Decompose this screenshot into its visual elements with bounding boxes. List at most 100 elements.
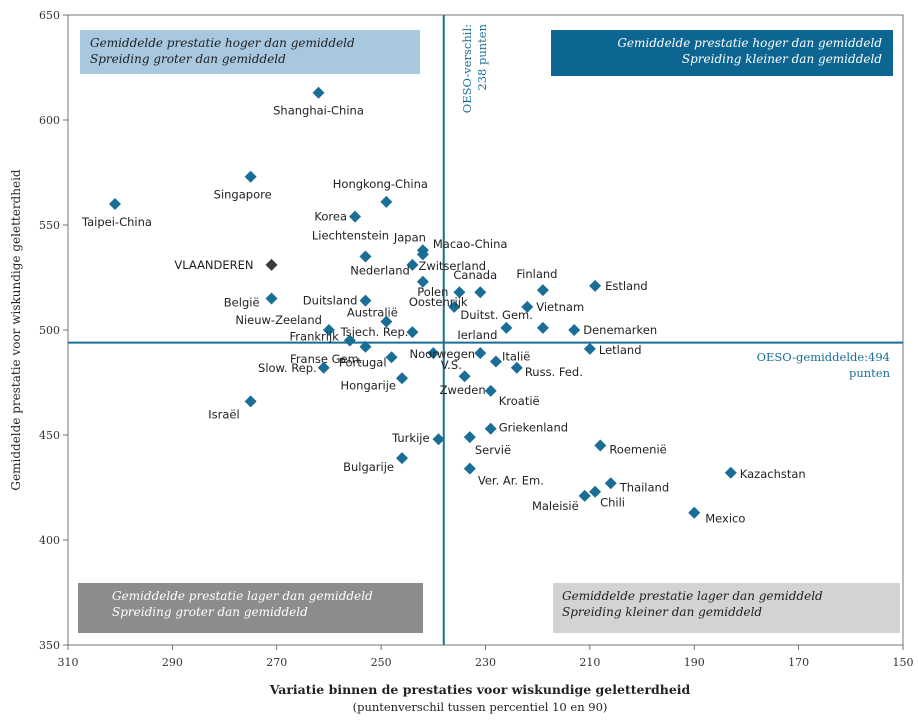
point-marker: [359, 294, 372, 307]
x-tick-label: 230: [475, 656, 496, 669]
point-label: Estland: [605, 279, 648, 293]
axes-ticks-layer: 310 290 270 250 230 210 190 170 150 350 400 450 500 5…: [39, 9, 914, 669]
point-marker: [604, 477, 617, 490]
x-axis-title: Variatie binnen de prestaties voor wisku…: [269, 682, 691, 697]
y-axis-title: Gemiddelde prestatie voor wiskundige gel…: [9, 169, 23, 490]
quadrant-text-bottom-left: Gemiddelde prestatie lager dan gemiddeld: [112, 589, 373, 603]
point-marker: [536, 284, 549, 297]
point-marker: [578, 489, 591, 502]
x-tick-label: 190: [684, 656, 705, 669]
point-label: Nieuw-Zeeland: [235, 313, 322, 327]
point-marker: [448, 300, 461, 313]
point-label: Servië: [475, 443, 511, 457]
point-marker: [536, 321, 549, 334]
y-tick-label: 600: [39, 114, 60, 127]
point-label: Finland: [516, 267, 557, 281]
point-marker: [265, 292, 278, 305]
point-label: Franse Gem.: [290, 352, 362, 366]
point-marker: [489, 355, 502, 368]
oeso-average-label: punten: [849, 366, 891, 380]
x-tick-label: 210: [579, 656, 600, 669]
x-tick-label: 290: [162, 656, 183, 669]
point-marker: [594, 439, 607, 452]
point-label: Singapore: [214, 188, 272, 202]
point-marker: [416, 275, 429, 288]
point-label: Griekenland: [499, 421, 568, 435]
point-label: Italië: [502, 350, 530, 364]
point-label: Liechtenstein: [312, 229, 389, 243]
point-label: Korea: [314, 210, 347, 224]
point-label: VLAANDEREN: [174, 258, 253, 272]
point-marker: [244, 395, 257, 408]
quadrant-boxes-layer: Gemiddelde prestatie hoger dan gemiddeld…: [78, 30, 900, 633]
point-marker: [244, 170, 257, 183]
point-label: Portugal: [339, 355, 387, 369]
point-label: Kroatië: [499, 394, 540, 408]
point-marker: [432, 433, 445, 446]
point-label: Ierland: [457, 328, 497, 342]
x-tick-label: 310: [58, 656, 79, 669]
point-marker: [484, 422, 497, 435]
point-label: Frankrijk: [290, 330, 340, 344]
quadrant-text-top-left: Spreiding groter dan gemiddeld: [90, 52, 286, 66]
point-label: Polen: [417, 285, 448, 299]
y-tick-label: 650: [39, 9, 60, 22]
point-label: Kazachstan: [740, 467, 806, 481]
point-marker: [484, 384, 497, 397]
point-marker: [510, 361, 523, 374]
quadrant-box-bottom-right: [553, 583, 900, 633]
point-label: Oostenrijk: [409, 295, 468, 309]
quadrant-text-top-left: Gemiddelde prestatie hoger dan gemiddeld: [90, 36, 355, 50]
points-layer: Shanghai-China Singapore Taipei-China Hongk…: [81, 86, 806, 526]
point-label: Russ. Fed.: [525, 365, 583, 379]
point-label: Mexico: [705, 512, 745, 526]
point-label: Nederland: [350, 264, 410, 278]
y-tick-label: 350: [39, 639, 60, 652]
oeso-difference-label: 238 punten: [475, 23, 489, 90]
x-tick-label: 150: [893, 656, 914, 669]
point-label: Maleisië: [532, 499, 579, 513]
point-label: Canada: [453, 268, 497, 282]
y-tick-label: 550: [39, 219, 60, 232]
oeso-difference-label: OESO-verschil:: [460, 24, 474, 113]
point-marker: [312, 86, 325, 99]
point-label: Zwitserland: [418, 259, 486, 273]
quadrant-box-top-left: [80, 30, 420, 74]
point-marker: [396, 372, 408, 385]
point-label: Chili: [600, 496, 625, 510]
point-label: Noorwegen: [410, 347, 476, 361]
point-marker: [463, 462, 476, 475]
quadrant-text-top-right: Gemiddelde prestatie hoger dan gemiddeld: [617, 36, 882, 50]
point-marker: [427, 347, 440, 360]
point-marker: [474, 347, 487, 360]
quadrant-text-bottom-left: Spreiding groter dan gemiddeld: [112, 605, 308, 619]
quadrant-box-top-right: [551, 30, 893, 76]
point-label: Hongkong-China: [333, 177, 428, 191]
point-label: V.S.: [441, 358, 462, 372]
point-marker: [568, 324, 581, 336]
point-marker: [108, 198, 121, 210]
point-marker: [265, 258, 278, 271]
x-tick-label: 270: [266, 656, 287, 669]
quadrant-text-bottom-right: Gemiddelde prestatie lager dan gemiddeld: [562, 589, 823, 603]
point-label: Tsjech. Rep.: [340, 325, 409, 339]
y-tick-label: 450: [39, 429, 60, 442]
point-label: Thailand: [619, 480, 669, 494]
oeso-average-label: OESO-gemiddelde:494: [757, 350, 890, 364]
point-label: Vietnam: [536, 300, 584, 314]
point-label: Macao-China: [433, 237, 508, 251]
reference-lines-layer: OESO-verschil: 238 punten OESO-gemiddelde:…: [68, 15, 903, 645]
point-label: Australië: [347, 306, 398, 320]
point-label: Zweden: [440, 383, 486, 397]
point-label: Turkije: [391, 431, 429, 445]
y-tick-label: 500: [39, 324, 60, 337]
point-label: Israël: [208, 407, 239, 421]
point-marker: [688, 506, 701, 519]
point-label: Roemenië: [609, 443, 666, 457]
point-label: Japan: [393, 230, 426, 244]
point-marker: [589, 279, 602, 292]
point-marker: [359, 340, 372, 353]
point-marker: [406, 258, 419, 271]
quadrant-text-top-right: Spreiding kleiner dan gemiddeld: [682, 52, 882, 66]
